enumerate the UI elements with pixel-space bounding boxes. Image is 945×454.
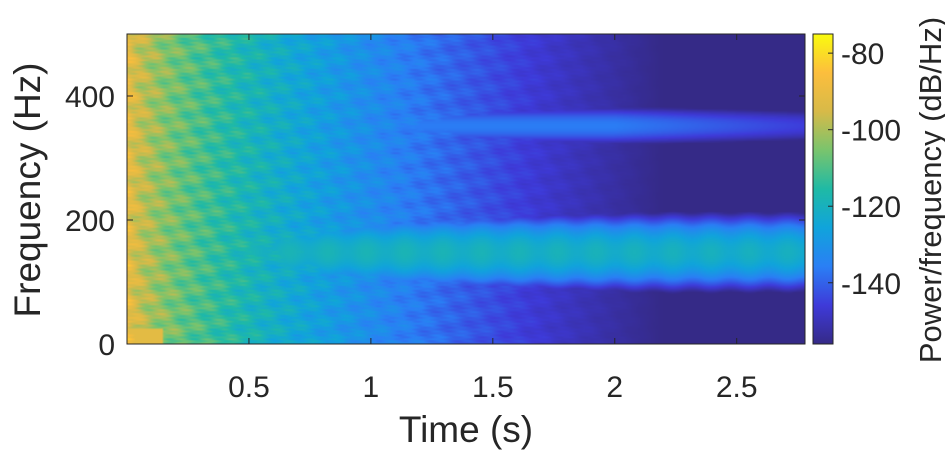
y-axis-ticks: 0 200 400: [65, 81, 805, 362]
x-tick-label: 1: [363, 371, 380, 404]
colorbar-tick-label: -80: [841, 38, 884, 71]
x-tick-label: 0.5: [228, 371, 270, 404]
colorbar: -80 -100 -120 -140 Power/frequency (dB/Hz): [812, 17, 945, 363]
colorbar-label: Power/frequency (dB/Hz): [913, 17, 945, 363]
x-tick-label: 1.5: [472, 371, 514, 404]
y-tick-label: 400: [65, 81, 115, 114]
colorbar-strip: [812, 33, 834, 345]
spectrogram-heatmap: [127, 34, 805, 344]
colorbar-tick-label: -100: [841, 115, 901, 148]
y-axis-label: Frequency (Hz): [7, 63, 48, 318]
y-tick-label: 200: [65, 205, 115, 238]
plot-area: [126, 33, 806, 345]
x-axis-label: Time (s): [399, 409, 533, 450]
colorbar-tick-label: -120: [841, 191, 901, 224]
colorbar-tick-label: -140: [841, 268, 901, 301]
plot-frame: [126, 33, 806, 345]
x-tick-label: 2: [606, 371, 623, 404]
x-axis-ticks: 0.5 1 1.5 2 2.5: [228, 34, 758, 404]
colorbar-ticks: -80 -100 -120 -140: [828, 38, 901, 301]
x-tick-label: 2.5: [716, 371, 758, 404]
y-tick-label: 0: [98, 329, 115, 362]
